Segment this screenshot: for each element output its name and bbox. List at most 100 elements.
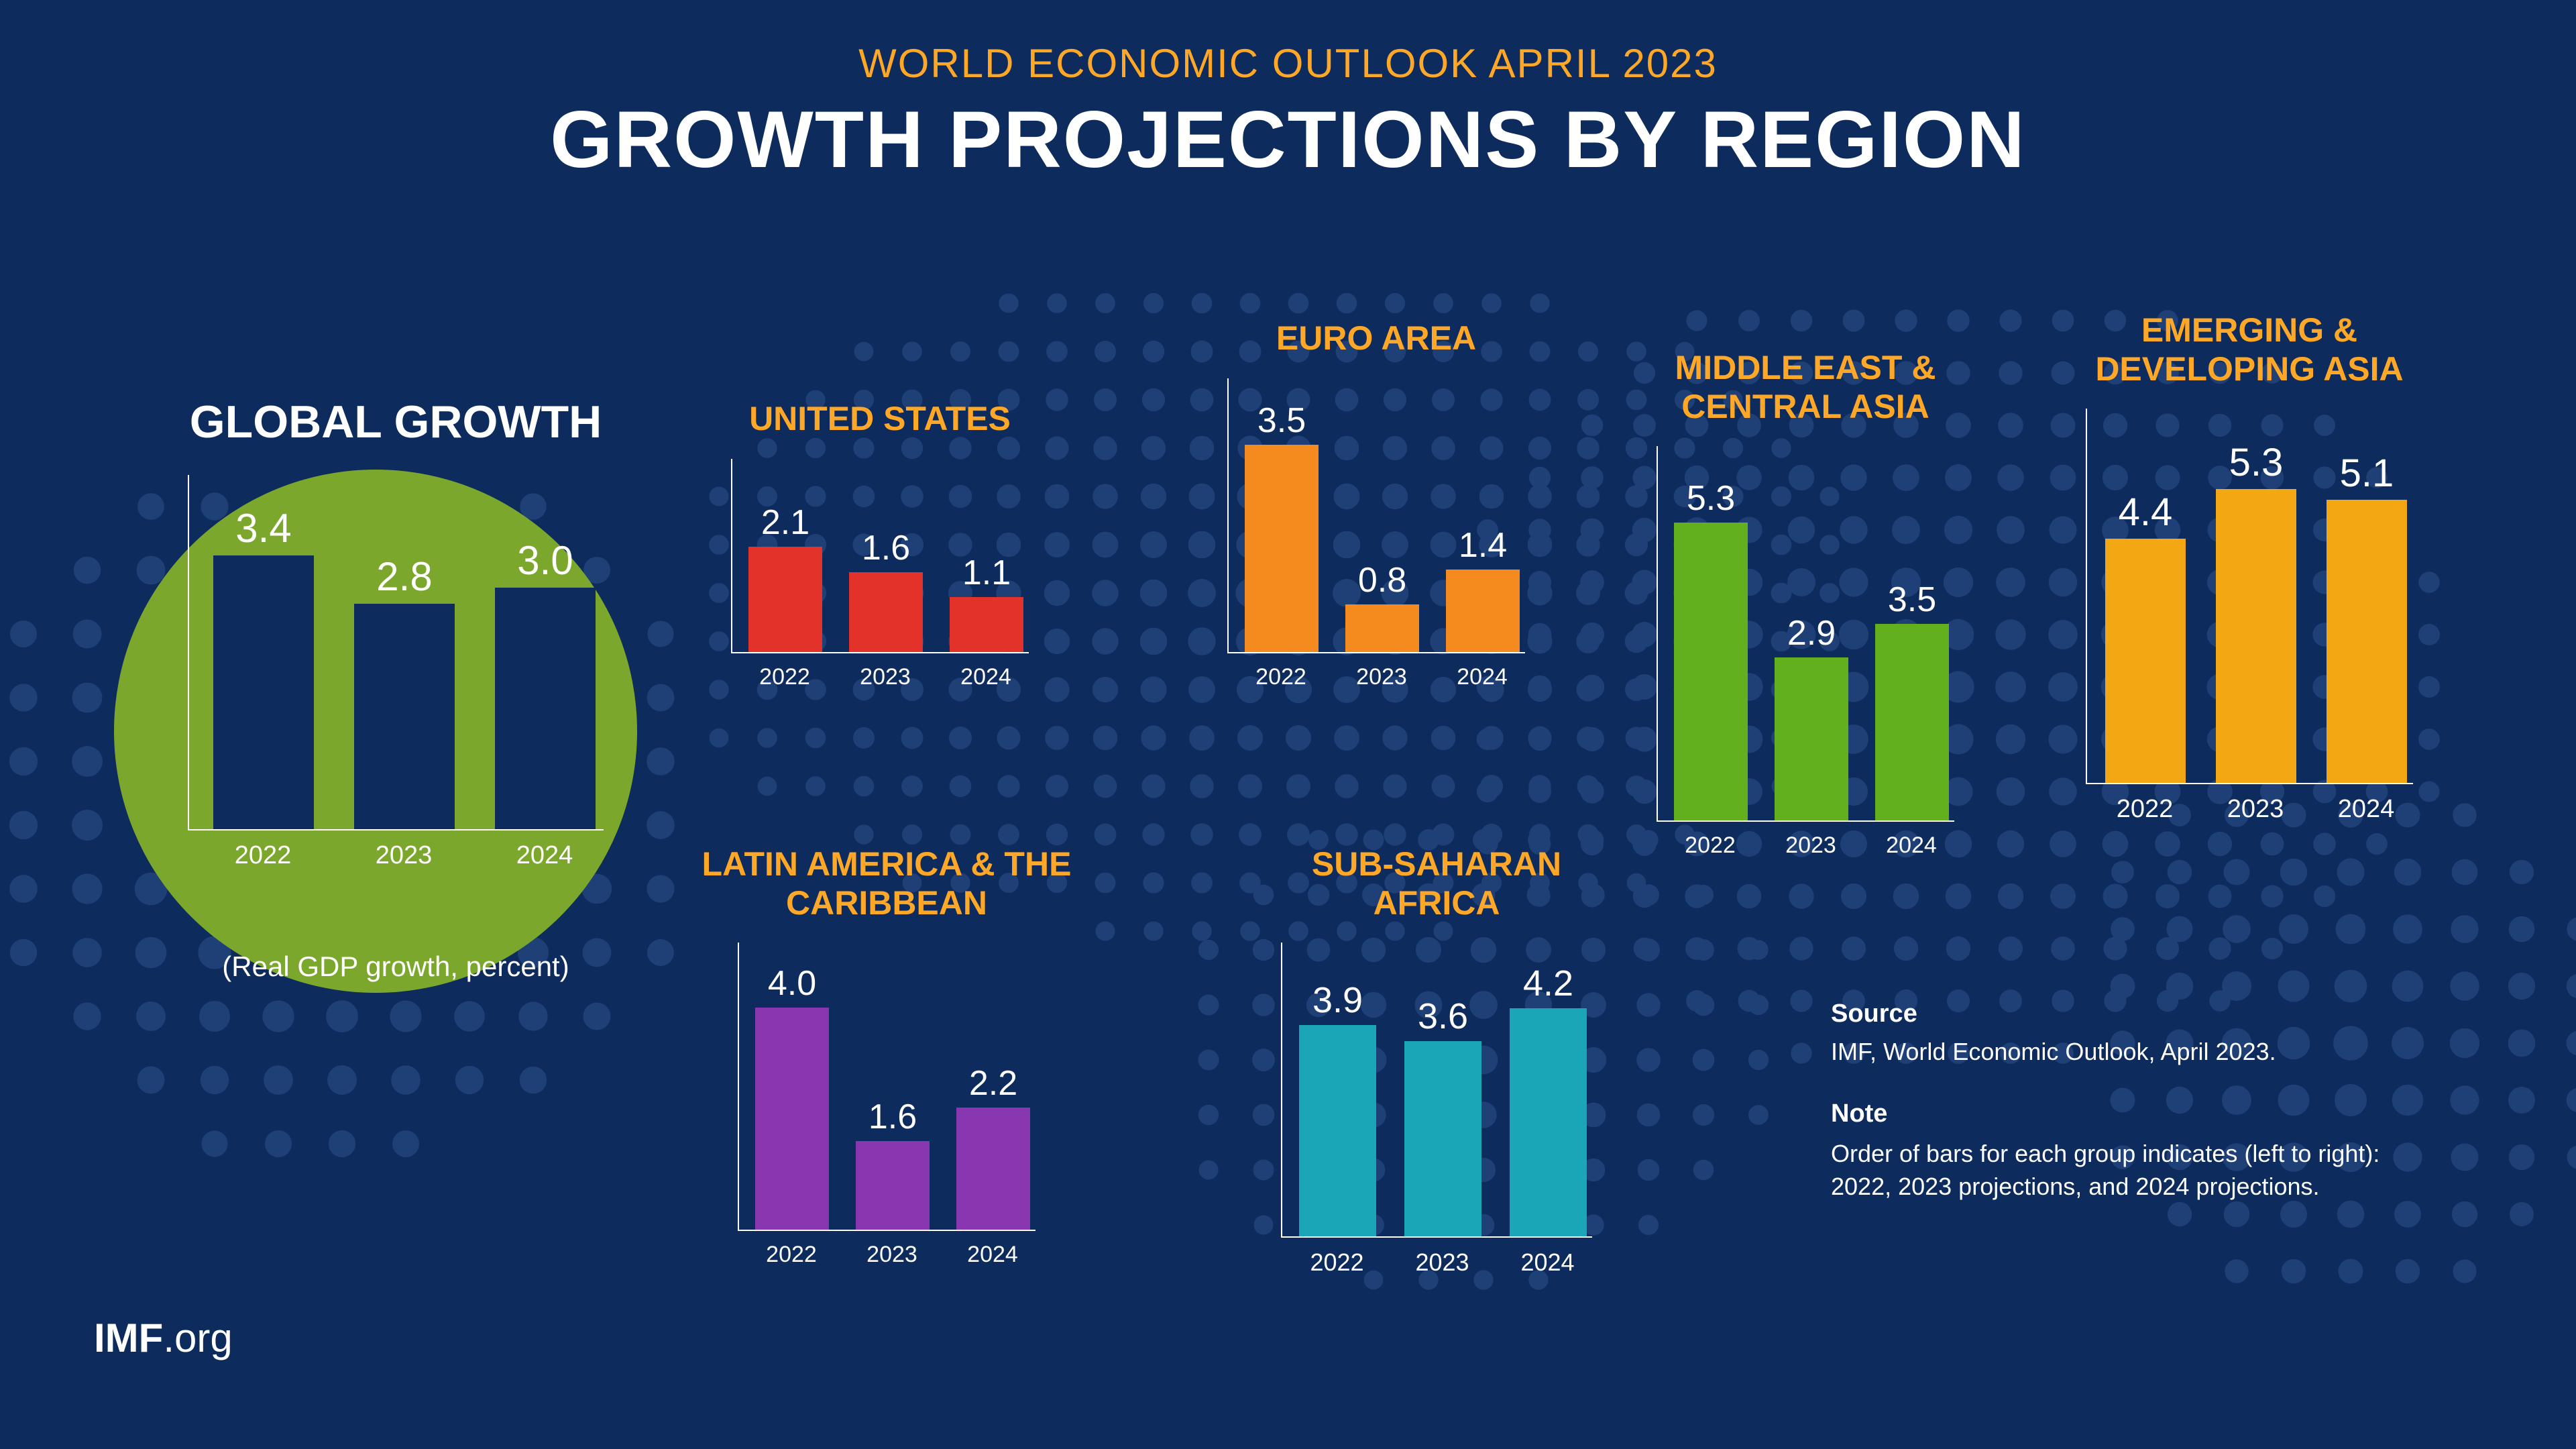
bar-rect <box>1875 624 1949 820</box>
bar-value-label: 3.5 <box>1257 400 1306 441</box>
bar: 2.9 <box>1775 613 1848 820</box>
page-title: GROWTH PROJECTIONS BY REGION <box>0 93 2576 186</box>
bar-value-label: 2.8 <box>376 553 432 600</box>
footer-logo: IMF.org <box>94 1315 233 1361</box>
source-text: IMF, World Economic Outlook, April 2023. <box>1831 1038 2434 1066</box>
bar-rect <box>2216 489 2296 783</box>
bar: 3.5 <box>1875 580 1949 820</box>
region-latam-title: LATIN AMERICA & THE CARIBBEAN <box>699 845 1074 922</box>
category-label: 2022 <box>748 664 822 690</box>
bar-value-label: 0.8 <box>1358 560 1406 600</box>
category-label: 2022 <box>2105 795 2185 824</box>
bar-value-label: 1.6 <box>862 528 910 568</box>
bar-value-label: 4.0 <box>768 963 816 1004</box>
bar-value-label: 2.1 <box>761 502 809 543</box>
bar-rect <box>1404 1041 1481 1236</box>
global-growth-note: (Real GDP growth, percent) <box>188 951 604 983</box>
bar: 3.4 <box>213 505 314 829</box>
bar: 0.8 <box>1345 560 1419 652</box>
category-label: 2024 <box>2326 795 2406 824</box>
bar: 3.5 <box>1245 400 1319 652</box>
note-label: Note <box>1831 1099 2434 1128</box>
bar-rect <box>1674 523 1748 820</box>
bar-rect <box>1446 570 1520 652</box>
bar-value-label: 3.9 <box>1312 979 1363 1021</box>
bar: 1.4 <box>1446 525 1520 652</box>
category-label: 2023 <box>848 664 922 690</box>
global-growth-title: GLOBAL GROWTH <box>188 396 604 448</box>
category-label: 2022 <box>1298 1248 1376 1277</box>
bar: 5.3 <box>2216 440 2296 783</box>
bar: 1.6 <box>849 528 923 652</box>
bar-rect <box>856 1141 930 1230</box>
bars-row: 4.4 5.3 5.1 <box>2086 409 2413 784</box>
category-label: 2023 <box>353 841 454 870</box>
category-label: 2023 <box>1774 833 1848 859</box>
region-asia-title: EMERGING & DEVELOPING ASIA <box>2062 311 2437 388</box>
bar: 4.4 <box>2105 490 2186 783</box>
bar-rect <box>748 547 822 652</box>
region-us-block: UNITED STATES2.11.61.1202220232024 <box>692 400 1068 690</box>
category-label: 2022 <box>754 1242 828 1268</box>
bar-rect <box>354 604 455 829</box>
category-row: 2022 2023 2024 <box>1227 664 1525 690</box>
category-label: 2023 <box>1404 1248 1481 1277</box>
category-row: 202220232024 <box>738 1242 1035 1268</box>
bar: 3.9 <box>1299 979 1376 1236</box>
note-text: Order of bars for each group indicates (… <box>1831 1138 2434 1203</box>
bar-value-label: 3.5 <box>1888 580 1936 620</box>
category-label: 2024 <box>949 664 1023 690</box>
category-row: 2022 2023 2024 <box>731 664 1029 690</box>
bar-value-label: 5.3 <box>2229 440 2284 485</box>
category-label: 2024 <box>1874 833 1948 859</box>
bars-row: 5.3 2.9 3.5 <box>1657 446 1954 822</box>
bars-row: 2.1 1.6 1.1 <box>731 459 1029 653</box>
bar: 1.1 <box>950 553 1023 652</box>
bar-value-label: 2.9 <box>1787 613 1836 653</box>
category-label: 2023 <box>1345 664 1418 690</box>
bar-rect <box>755 1008 829 1230</box>
region-ssa-title: SUB-SAHARAN AFRICA <box>1249 845 1624 922</box>
region-ssa-block: SUB-SAHARAN AFRICA 3.9 3.6 4.2 2022 2023 2024 <box>1249 845 1624 1277</box>
category-label: 2023 <box>2215 795 2296 824</box>
bar-value-label: 4.2 <box>1523 963 1573 1004</box>
global-growth-block: GLOBAL GROWTH 3.4 2.8 3.0 202220232024 (Rea… <box>188 396 604 983</box>
bar-value-label: 1.4 <box>1459 525 1507 566</box>
bar-rect <box>2105 539 2186 783</box>
region-asia-block: EMERGING & DEVELOPING ASIA4.45.35.120222… <box>2062 311 2437 824</box>
bar-value-label: 5.1 <box>2340 451 2394 496</box>
bar-rect <box>950 597 1023 652</box>
bar: 2.2 <box>956 1063 1030 1230</box>
footer-logo-light: .org <box>163 1316 232 1360</box>
category-label: 2024 <box>1445 664 1519 690</box>
bar: 3.0 <box>495 537 596 829</box>
bar: 2.8 <box>354 553 455 829</box>
eyebrow-text: WORLD ECONOMIC OUTLOOK APRIL 2023 <box>0 0 2576 87</box>
bar-rect <box>495 588 596 829</box>
bars-row: 4.0 1.6 2.2 <box>738 943 1035 1231</box>
category-row: 202220232024 <box>1657 833 1954 859</box>
bars-row: 3.5 0.8 1.4 <box>1227 378 1525 653</box>
region-latam-block: LATIN AMERICA & THE CARIBBEAN 4.0 1.6 2.2 20… <box>699 845 1074 1268</box>
bars-row: 3.4 2.8 3.0 <box>188 475 604 830</box>
bar-value-label: 3.0 <box>517 537 573 584</box>
category-row: 202220232024 <box>188 841 604 870</box>
region-euro-block: EURO AREA3.50.81.4202220232024 <box>1188 319 1564 690</box>
category-label: 2022 <box>1244 664 1318 690</box>
category-label: 2024 <box>956 1242 1029 1268</box>
bar-rect <box>849 572 923 652</box>
bar-rect <box>1345 604 1419 652</box>
source-block: Source IMF, World Economic Outlook, Apri… <box>1831 1000 2434 1203</box>
bar-value-label: 3.6 <box>1418 996 1468 1037</box>
bar-value-label: 5.3 <box>1687 478 1735 519</box>
bar-value-label: 1.6 <box>869 1097 917 1137</box>
bar: 5.1 <box>2327 451 2407 783</box>
region-meca-block: MIDDLE EAST & CENTRAL ASIA5.32.93.520222… <box>1618 349 1993 859</box>
bar-value-label: 2.2 <box>969 1063 1017 1104</box>
bar-rect <box>1775 657 1848 820</box>
category-label: 2024 <box>1509 1248 1586 1277</box>
bar: 1.6 <box>856 1097 930 1230</box>
bar-rect <box>2327 500 2407 783</box>
bar-rect <box>1299 1025 1376 1236</box>
category-row: 2022 2023 2024 <box>2086 795 2413 824</box>
